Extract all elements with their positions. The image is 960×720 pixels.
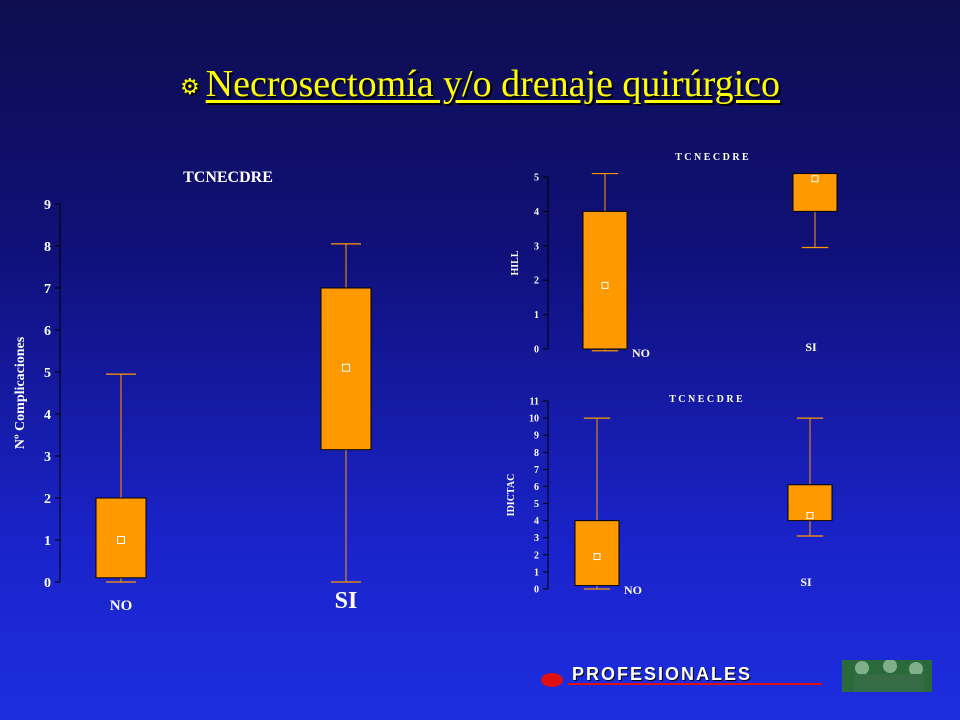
mean-marker (117, 536, 125, 544)
y-tick-label: 2 (44, 492, 51, 507)
y-tick-label: 1 (534, 567, 539, 578)
box-plot-1: 0 1 2 3 4 5 6 7 8 9 TCNECDRE Nº Complicaciones NO SI (13, 169, 372, 614)
mean-marker (601, 281, 609, 289)
y-tick-label: 4 (534, 516, 539, 527)
chart-title: T C N E C D R E (675, 152, 749, 163)
box-si: SI (320, 243, 372, 614)
y-tick-label: 0 (534, 345, 539, 356)
y-tick-label: 5 (44, 366, 51, 381)
y-tick-label: 7 (44, 282, 51, 297)
chart-title: T C N E C D R E (669, 394, 743, 405)
category-label: NO (110, 598, 133, 614)
y-tick-label: 11 (530, 397, 539, 408)
category-label: SI (800, 575, 812, 589)
y-axis-label: Nº Complicaciones (13, 336, 28, 449)
y-tick-label: 9 (534, 431, 539, 442)
y-tick-label: 3 (534, 533, 539, 544)
category-label: SI (335, 588, 358, 614)
y-tick-label: 8 (534, 448, 539, 459)
y-tick-label: 3 (534, 241, 539, 252)
iqr-box (582, 210, 628, 350)
footer-logo (540, 660, 940, 716)
y-tick-label: 6 (44, 324, 51, 339)
box-no: NO (574, 417, 642, 597)
y-tick-label: 2 (534, 276, 539, 287)
y-tick-label: 1 (534, 310, 539, 321)
mean-marker (811, 175, 819, 183)
scroll-bullet-icon: ⚙ (179, 74, 200, 100)
iqr-box (792, 173, 838, 212)
surgeons-photo-icon (842, 660, 932, 692)
box-si: SI (787, 417, 833, 589)
box-si: SI (792, 172, 838, 354)
red-pill-icon (541, 673, 563, 687)
iqr-box (787, 484, 833, 522)
y-tick-label: 2 (534, 550, 539, 561)
y-tick-label: 0 (534, 585, 539, 596)
box-no: NO (582, 172, 650, 360)
box-plot-2: 0 1 2 3 4 5 T C N E C D R E HILL NO SI (510, 152, 838, 360)
iqr-box (95, 497, 147, 579)
iqr-box (320, 287, 372, 451)
y-tick-label: 0 (44, 576, 51, 591)
slide-title: ⚙ Necrosectomía y/o drenaje quirúrgico (0, 62, 960, 106)
category-label: SI (805, 340, 817, 354)
box-plot-3: 0 1 2 3 4 5 6 7 8 9 10 11 T C N E C D R E IDICTAC NO SI (506, 394, 833, 597)
slide-title-text: Necrosectomía y/o drenaje quirúrgico (205, 63, 781, 105)
mean-marker (806, 512, 814, 520)
y-tick-label: 1 (44, 534, 51, 549)
category-label: NO (632, 346, 650, 360)
y-tick-label: 8 (44, 240, 51, 255)
y-tick-label: 4 (44, 408, 51, 423)
y-tick-label: 9 (44, 198, 51, 213)
category-label: NO (624, 583, 642, 597)
y-axis-label: HILL (510, 250, 521, 275)
footer-brand-text: PROFESIONALES (572, 664, 753, 684)
box-no: NO (95, 373, 147, 614)
y-tick-label: 6 (534, 482, 539, 493)
y-tick-label: 4 (534, 207, 539, 218)
y-tick-label: 5 (534, 173, 539, 184)
y-tick-label: 5 (534, 499, 539, 510)
y-axis-label: IDICTAC (506, 474, 517, 517)
mean-marker (593, 553, 601, 561)
mean-marker (342, 363, 350, 372)
chart-title: TCNECDRE (183, 169, 273, 186)
y-tick-label: 7 (534, 465, 539, 476)
y-tick-label: 10 (529, 414, 539, 425)
y-tick-label: 3 (44, 450, 51, 465)
